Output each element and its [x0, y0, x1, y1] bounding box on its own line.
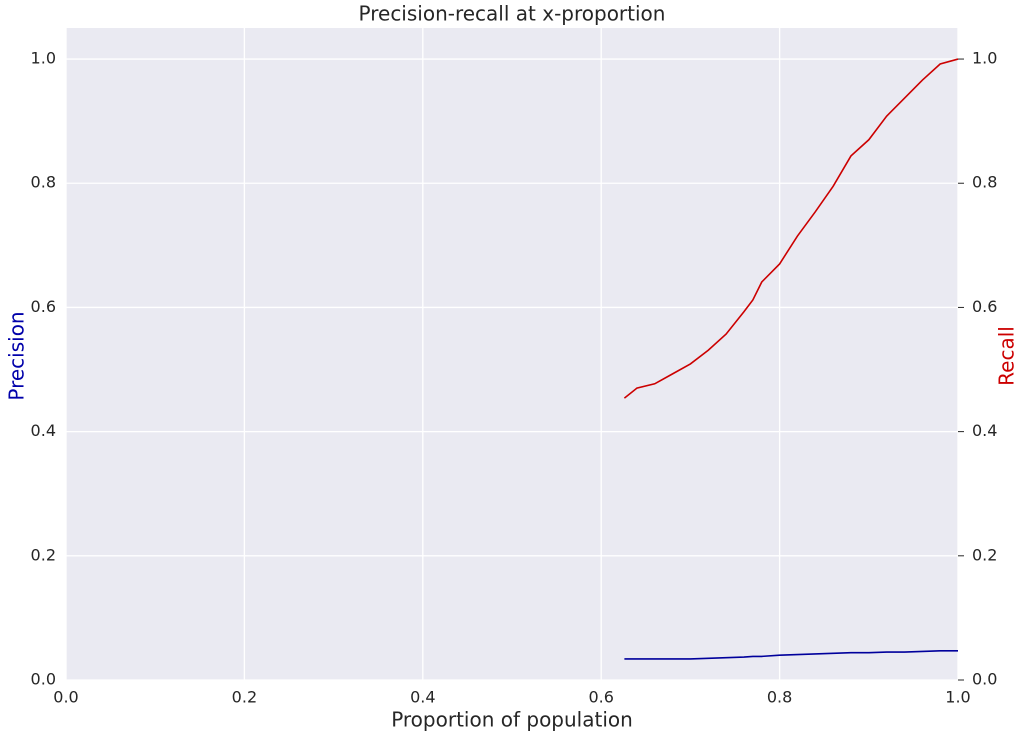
x-tick-label: 0.2: [232, 688, 257, 707]
x-tick-label: 0.6: [588, 688, 613, 707]
plot-area: [66, 28, 958, 680]
y-tick-label: 0.8: [31, 173, 56, 192]
y2-axis-label: Recall: [995, 326, 1019, 386]
x-tick-label: 1.0: [945, 688, 970, 707]
y2-tick-label: 0.6: [972, 297, 997, 316]
x-axis-label: Proportion of population: [391, 708, 633, 732]
chart-title: Precision-recall at x-proportion: [359, 2, 666, 26]
y-tick-label: 1.0: [31, 49, 56, 68]
y2-tick-label: 0.2: [972, 545, 997, 564]
y-tick-label: 0.2: [31, 545, 56, 564]
y2-tick-label: 1.0: [972, 49, 997, 68]
y2-tick-label: 0.4: [972, 421, 997, 440]
y-tick-label: 0.0: [31, 670, 56, 689]
y-tick-label: 0.4: [31, 421, 56, 440]
y2-tick-label: 0.0: [972, 670, 997, 689]
y-axis-label: Precision: [5, 311, 29, 400]
x-tick-label: 0.0: [53, 688, 78, 707]
line-series: [623, 58, 959, 399]
line-series: [624, 650, 958, 660]
x-tick-label: 0.4: [410, 688, 435, 707]
y2-tick-label: 0.8: [972, 173, 997, 192]
x-tick-label: 0.8: [767, 688, 792, 707]
y-tick-label: 0.6: [31, 297, 56, 316]
